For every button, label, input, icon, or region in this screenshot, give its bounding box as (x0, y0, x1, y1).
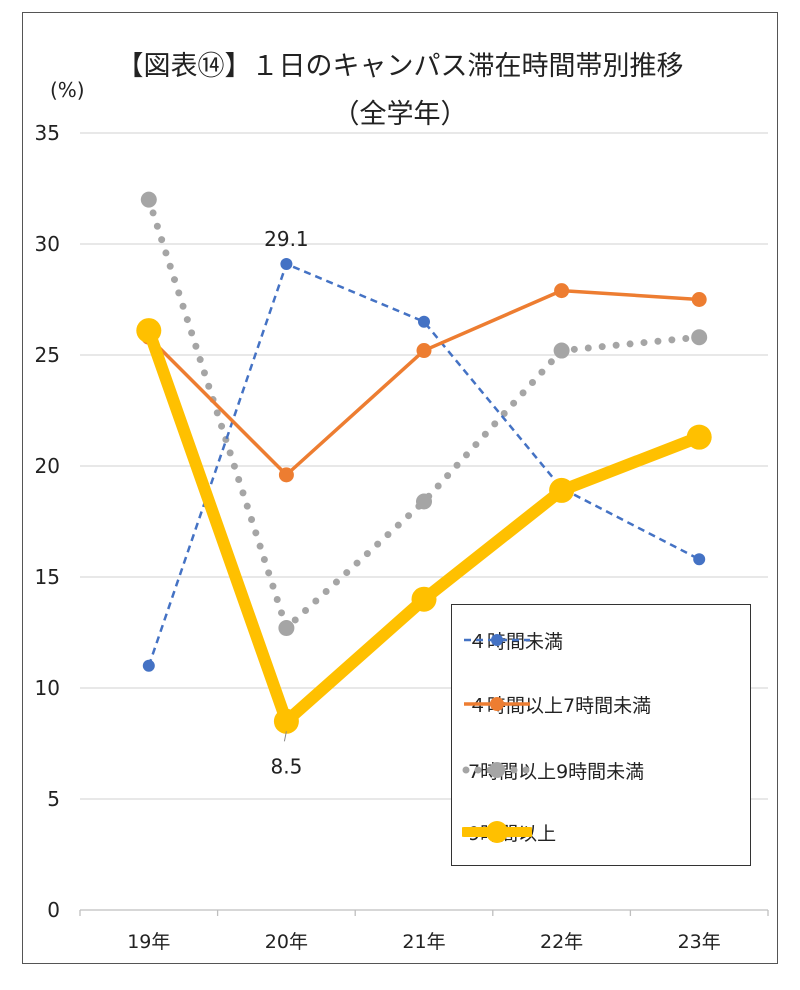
data-point (278, 467, 294, 483)
data-point (140, 191, 157, 208)
chart-title: 【図表⑭】１日のキャンパス滞在時間帯別推移 (116, 51, 684, 82)
data-point (142, 659, 155, 672)
data-point (416, 343, 432, 359)
x-tick-label: 22年 (540, 931, 583, 953)
legend-label: ４時間未満 (468, 630, 564, 653)
data-point (136, 318, 162, 344)
data-point (278, 620, 295, 637)
legend-label: ４時間以上7時間未満 (468, 694, 652, 717)
x-tick-label: 20年 (265, 931, 308, 953)
y-axis-label: (%) (50, 78, 85, 102)
chart-subtitle: （全学年） (332, 99, 468, 130)
data-point (691, 329, 708, 346)
data-point (693, 553, 706, 566)
data-label: 29.1 (264, 227, 309, 251)
y-tick-label: 0 (47, 898, 60, 922)
data-point (416, 493, 432, 510)
legend-item: 7時間以上9時間未満 (462, 755, 644, 785)
legend-swatch-icon (462, 821, 532, 843)
x-tick-label: 19年 (127, 931, 170, 953)
legend-item: 9時間以上 (462, 817, 556, 847)
y-tick-label: 5 (47, 787, 60, 811)
legend-label: 7時間以上9時間未満 (468, 760, 645, 783)
y-tick-label: 15 (35, 565, 60, 589)
legend: ４時間未満 ４時間以上7時間未満 7時間以上9時間未満 9時間以上 (451, 604, 751, 866)
data-point (418, 315, 430, 328)
y-tick-label: 25 (35, 343, 60, 367)
legend-item: ４時間未満 (462, 625, 563, 655)
data-point (273, 708, 299, 734)
chart-frame (22, 12, 778, 964)
data-label-leader (283, 731, 287, 742)
x-tick-label: 23年 (678, 931, 721, 953)
y-tick-label: 20 (35, 454, 60, 478)
y-tick-label: 35 (35, 121, 60, 145)
data-point (280, 257, 293, 270)
series-line (147, 262, 700, 667)
data-point (553, 342, 570, 359)
data-point (549, 477, 575, 503)
data-point (554, 283, 570, 299)
data-label: 8.5 (270, 754, 302, 778)
data-point (691, 292, 707, 307)
data-point (686, 424, 712, 450)
legend-swatch-icon (464, 697, 530, 711)
legend-item: ４時間以上7時間未満 (462, 689, 651, 719)
data-point (411, 586, 437, 612)
x-tick-label: 21年 (402, 931, 445, 953)
legend-swatch-icon (464, 634, 530, 646)
legend-swatch-icon (462, 762, 532, 778)
y-tick-label: 10 (35, 676, 60, 700)
y-tick-label: 30 (35, 232, 60, 256)
